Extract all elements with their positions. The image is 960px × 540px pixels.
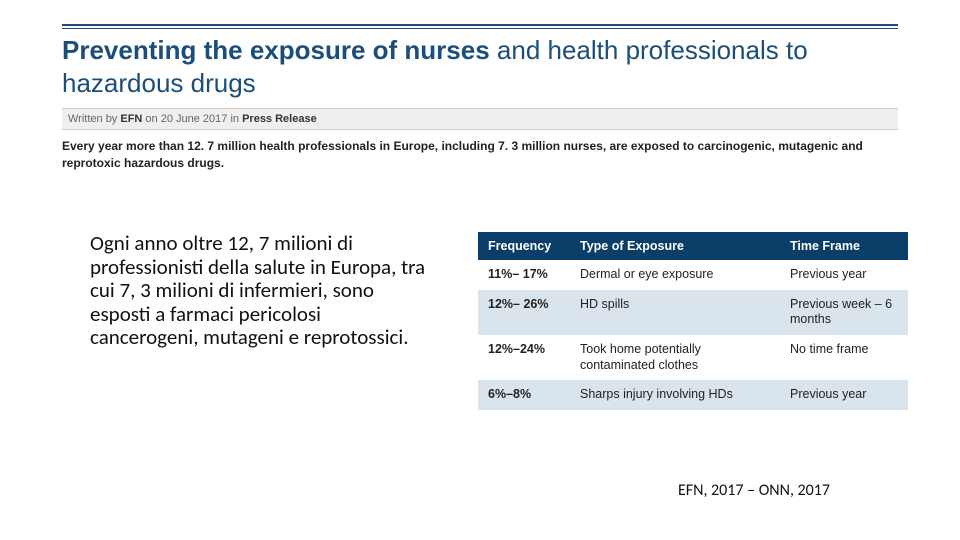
table-row: 12%–24% Took home potentially contaminat…	[478, 335, 908, 380]
meta-author: EFN	[120, 113, 142, 125]
cell-frequency: 11%– 17%	[478, 260, 570, 290]
cell-type: Dermal or eye exposure	[570, 260, 780, 290]
cell-type: Took home potentially contaminated cloth…	[570, 335, 780, 380]
header-rule-2	[62, 28, 898, 29]
cell-type: HD spills	[570, 290, 780, 335]
table-header-row: Frequency Type of Exposure Time Frame	[478, 232, 908, 260]
article-title: Preventing the exposure of nurses and he…	[62, 34, 898, 99]
header-rule-1	[62, 24, 898, 26]
cell-time: Previous year	[780, 380, 908, 410]
table-header-type: Type of Exposure	[570, 232, 780, 260]
table-header-frequency: Frequency	[478, 232, 570, 260]
table-row: 6%–8% Sharps injury involving HDs Previo…	[478, 380, 908, 410]
meta-category: Press Release	[242, 113, 317, 125]
lead-paragraph: Every year more than 12. 7 million healt…	[62, 138, 898, 173]
exposure-table: Frequency Type of Exposure Time Frame 11…	[478, 232, 908, 410]
cell-frequency: 12%–24%	[478, 335, 570, 380]
cell-time: Previous year	[780, 260, 908, 290]
table-row: 12%– 26% HD spills Previous week – 6 mon…	[478, 290, 908, 335]
table-header-time: Time Frame	[780, 232, 908, 260]
cell-frequency: 6%–8%	[478, 380, 570, 410]
citation-text: EFN, 2017 – ONN, 2017	[678, 481, 830, 500]
article-title-bold: Preventing the exposure of nurses	[62, 35, 490, 65]
italian-paragraph: Ogni anno oltre 12, 7 milioni di profess…	[90, 232, 430, 350]
cell-time: Previous week – 6 months	[780, 290, 908, 335]
cell-frequency: 12%– 26%	[478, 290, 570, 335]
meta-bar: Written by EFN on 20 June 2017 in Press …	[62, 108, 898, 130]
meta-prefix: Written by	[68, 113, 120, 125]
table-row: 11%– 17% Dermal or eye exposure Previous…	[478, 260, 908, 290]
cell-time: No time frame	[780, 335, 908, 380]
meta-mid: on 20 June 2017 in	[142, 113, 242, 125]
cell-type: Sharps injury involving HDs	[570, 380, 780, 410]
